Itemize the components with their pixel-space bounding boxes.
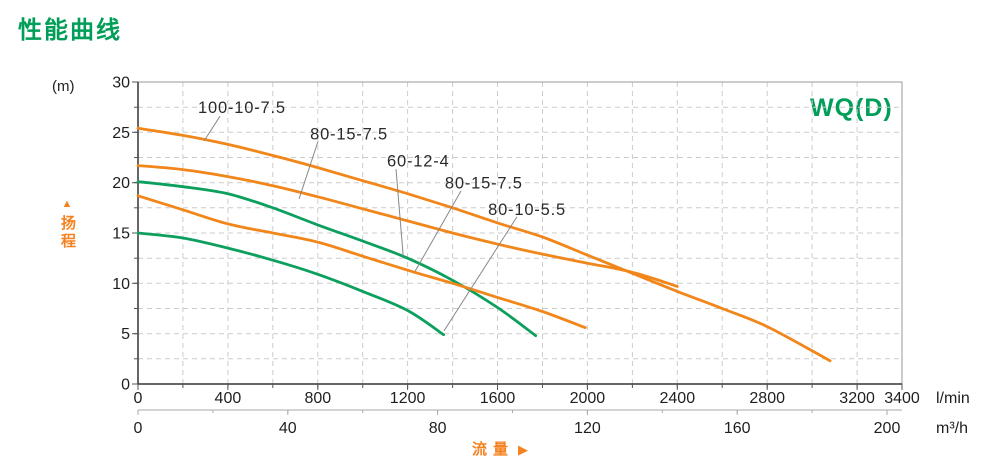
- leader-line: [298, 141, 319, 199]
- y-axis-label-block: ▲ 扬程: [54, 196, 80, 255]
- x-tick-label-lmin: 2000: [570, 390, 606, 407]
- secondary-x-axis: [137, 409, 902, 415]
- curve-label-60-12-4: 60-12-4: [387, 153, 449, 171]
- x-unit-lmin: l/min: [936, 390, 970, 407]
- x-tick-label-m3h: 120: [574, 420, 601, 437]
- curve-60-12-4: [136, 180, 538, 338]
- y-tick-label: 30: [112, 75, 130, 92]
- x-tick-label-lmin: 3400: [884, 390, 920, 407]
- leader-line: [395, 169, 404, 257]
- x-unit-m3h: m³/h: [936, 420, 968, 437]
- curve-80-15-7.5: [136, 194, 587, 329]
- x-tick-label-lmin: 3200: [839, 390, 875, 407]
- y-tick-label: 25: [112, 125, 130, 142]
- x-tick-label-lmin: 2400: [660, 390, 696, 407]
- up-arrow-icon: ▲: [61, 198, 73, 210]
- curve-label-80-15-7.5: 80-15-7.5: [445, 175, 523, 193]
- y-axis-label: 扬程: [59, 215, 76, 251]
- curve-annotations: 100-10-7.5 80-15-7.5 60-12-4 80-15-7.5 80-10…: [198, 99, 566, 332]
- y-tick-label: 5: [121, 326, 130, 343]
- right-arrow-icon: ▶: [518, 442, 528, 457]
- curve-80-15-7.5: [136, 164, 679, 288]
- x-tick-label-m3h: 40: [279, 420, 297, 437]
- curve-label-100-10-7.5: 100-10-7.5: [198, 99, 286, 117]
- y-tick-label: 0: [121, 377, 130, 394]
- leader-line: [203, 115, 221, 142]
- leader-line: [414, 190, 462, 272]
- curve-100-10-7.5: [136, 126, 832, 363]
- y-tick-label: 20: [112, 175, 130, 192]
- leader-line: [443, 216, 518, 332]
- curves: [136, 126, 832, 363]
- x-tick-label-m3h: 160: [724, 420, 751, 437]
- y-tick-label: 10: [112, 276, 130, 293]
- page-title: 性能曲线: [18, 17, 122, 44]
- y-axis-unit: (m): [52, 78, 75, 95]
- x-axis-label-block: 流量 ▶: [0, 438, 1000, 459]
- x-tick-label-m3h: 80: [429, 420, 447, 437]
- x-tick-label-lmin: 400: [215, 390, 242, 407]
- x-tick-label-lmin: 1200: [390, 390, 426, 407]
- curve-80-10-5.5: [136, 231, 445, 337]
- curve-label-80-10-5.5: 80-10-5.5: [488, 201, 566, 219]
- x-tick-label-lmin: 800: [304, 390, 331, 407]
- y-tick-label: 15: [112, 226, 130, 243]
- curve-label-80-15-7.5: 80-15-7.5: [310, 125, 388, 143]
- x-tick-label-lmin: 1600: [480, 390, 516, 407]
- series-family-label: WQ(D): [810, 94, 893, 122]
- x-tick-label-lmin: 0: [134, 390, 143, 407]
- x-axis-label: 流量: [471, 441, 514, 458]
- x-tick-label-m3h: 0: [134, 420, 143, 437]
- x-tick-label-lmin: 2800: [749, 390, 785, 407]
- x-tick-label-m3h: 200: [874, 420, 901, 437]
- axis-ticks: [132, 81, 903, 390]
